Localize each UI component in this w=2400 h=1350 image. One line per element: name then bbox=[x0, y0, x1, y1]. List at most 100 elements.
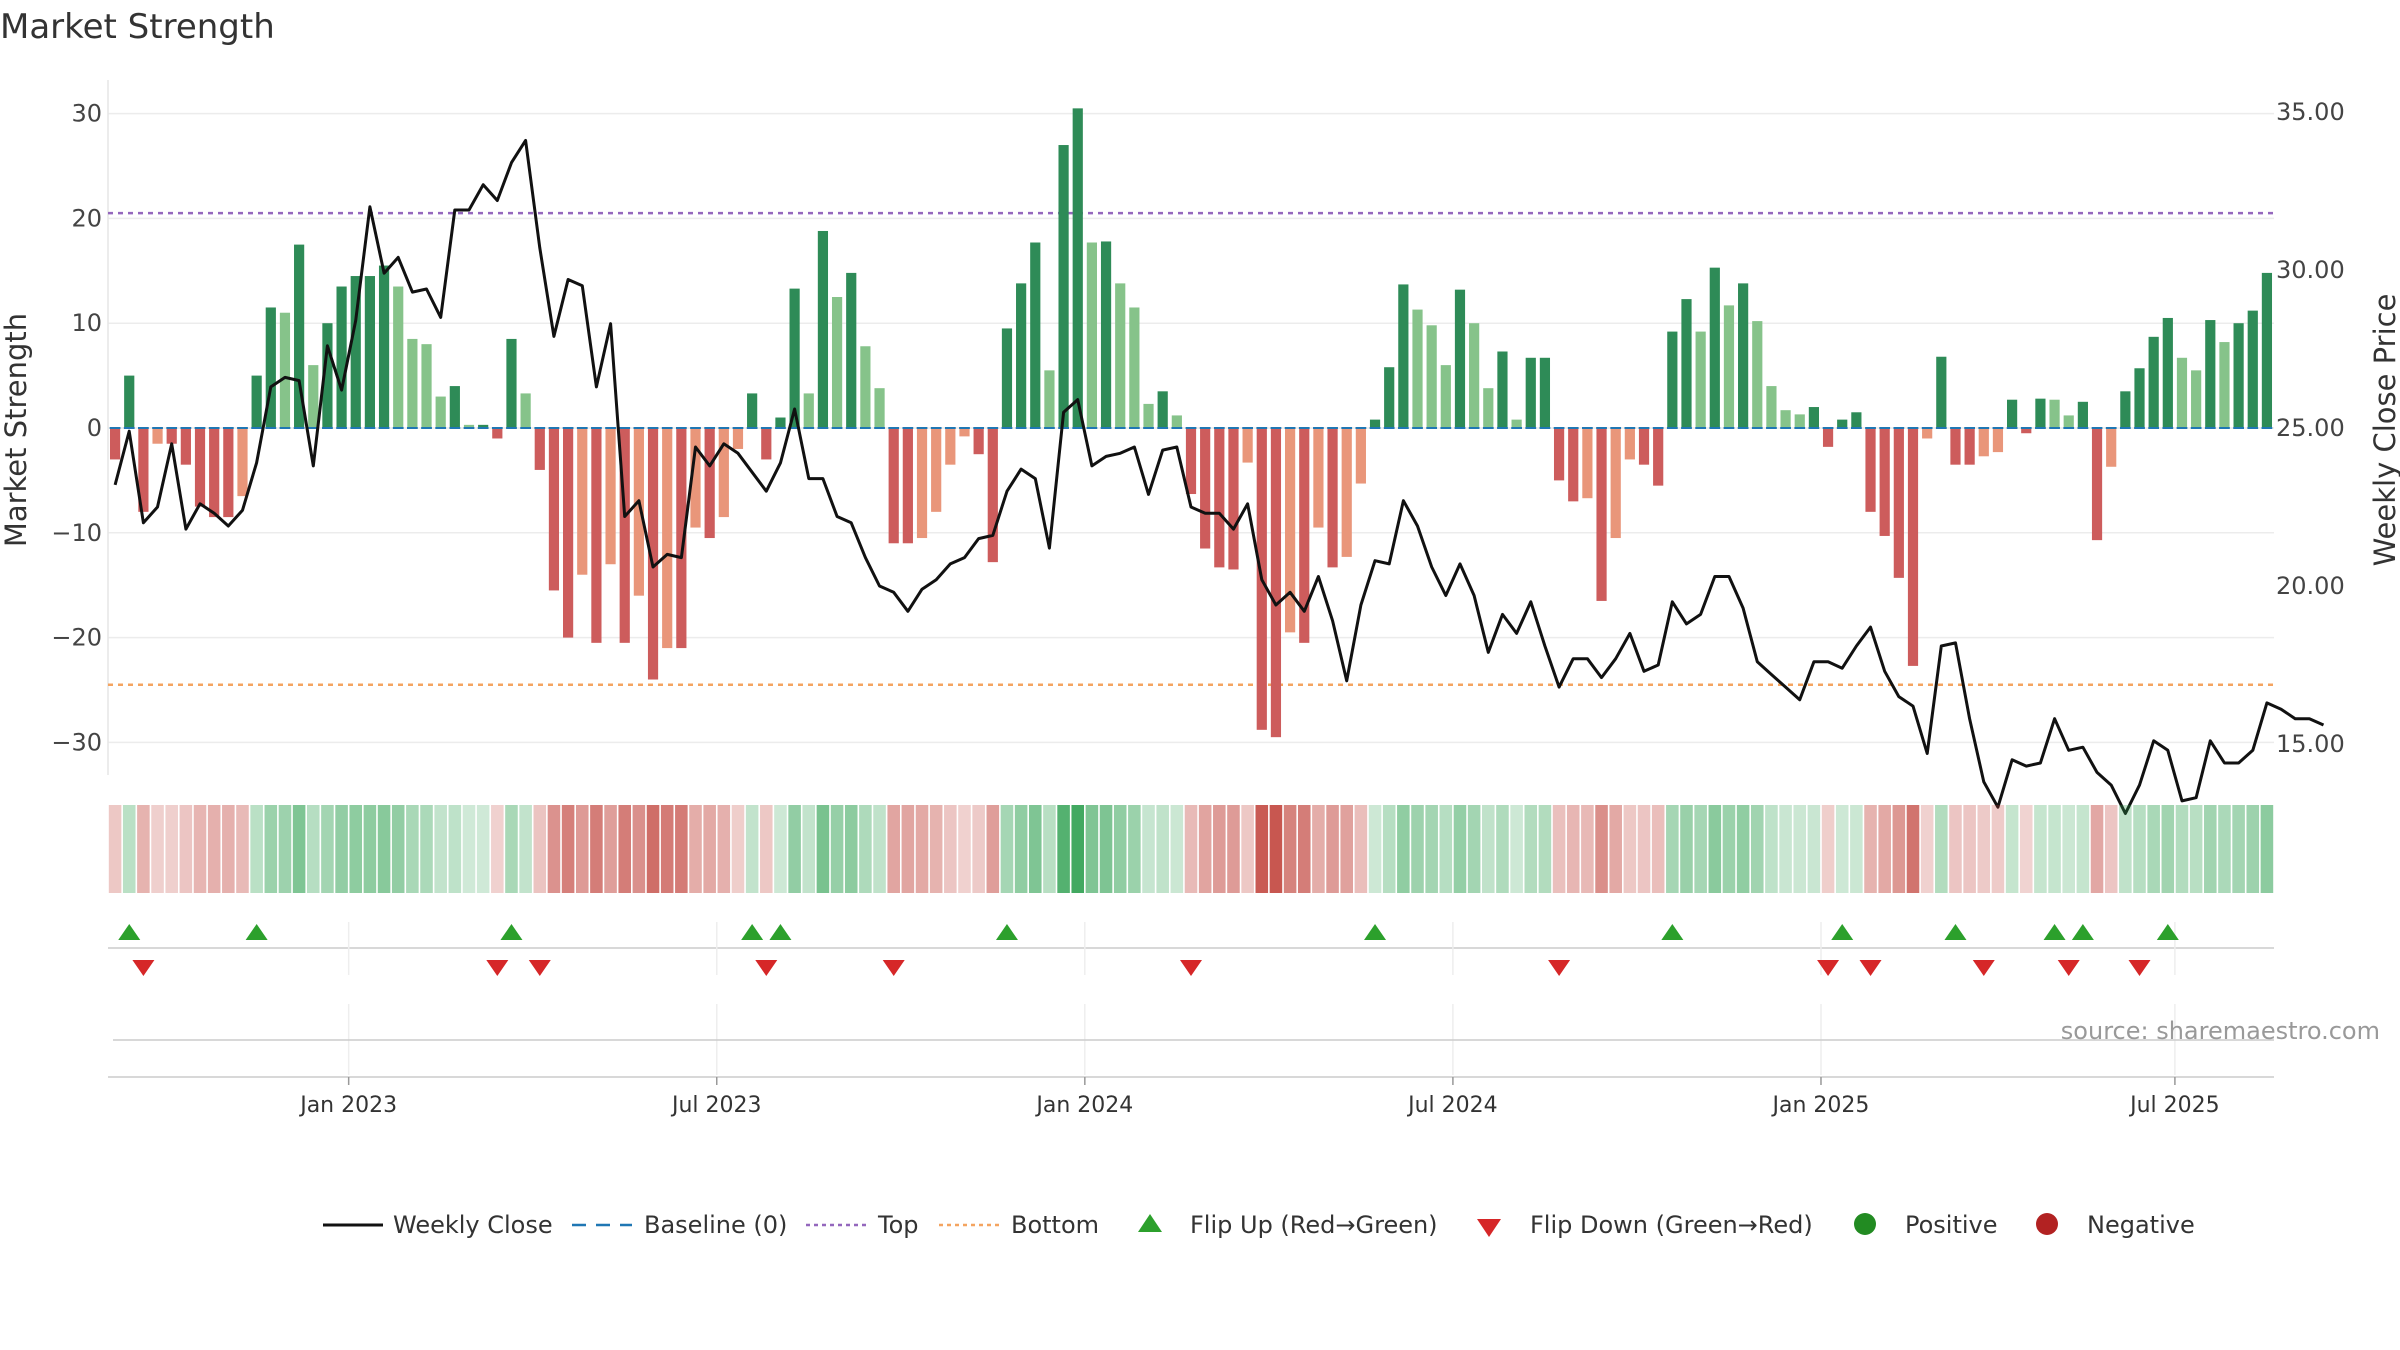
strength-bar bbox=[322, 323, 333, 428]
flip-down-marker bbox=[528, 960, 551, 976]
heat-cell bbox=[1595, 805, 1608, 893]
heat-cell bbox=[788, 805, 801, 893]
heat-cell bbox=[675, 805, 688, 893]
y-tick-label: 20 bbox=[71, 204, 102, 232]
heat-cell bbox=[844, 805, 858, 893]
strength-bar bbox=[563, 428, 574, 638]
strength-bar bbox=[2021, 428, 2032, 434]
strength-bar bbox=[1270, 428, 1282, 738]
source-note: source: sharemaestro.com bbox=[2061, 1017, 2380, 1045]
heat-cell bbox=[1949, 805, 1962, 893]
heat-cell bbox=[1425, 805, 1438, 893]
strength-heat-strip bbox=[108, 805, 2274, 893]
heat-cell bbox=[1892, 805, 1906, 893]
strength-bar bbox=[1780, 410, 1791, 428]
strength-bar bbox=[1341, 428, 1352, 557]
legend-label: Negative bbox=[2087, 1211, 2195, 1239]
heat-cell bbox=[575, 805, 589, 893]
heat-cell bbox=[604, 805, 617, 893]
strength-bar bbox=[364, 276, 375, 428]
strength-bar bbox=[931, 428, 942, 512]
heat-cell bbox=[2034, 805, 2047, 893]
strength-bar bbox=[109, 428, 121, 460]
strength-bar bbox=[1398, 284, 1409, 428]
strength-bar bbox=[378, 265, 390, 428]
strength-bar bbox=[1129, 307, 1140, 428]
heat-cell bbox=[122, 805, 136, 893]
strength-bar bbox=[647, 428, 659, 680]
heat-cell bbox=[533, 805, 547, 893]
heat-cell bbox=[1708, 805, 1722, 893]
strength-bar bbox=[1695, 331, 1706, 428]
flip-up-marker bbox=[741, 924, 764, 940]
heat-cell bbox=[2062, 805, 2076, 893]
strength-bar bbox=[1568, 428, 1579, 502]
heat-cell bbox=[519, 805, 532, 893]
heat-cell bbox=[292, 805, 306, 893]
heat-cell bbox=[1694, 805, 1707, 893]
strength-bar bbox=[463, 424, 475, 428]
strength-bar bbox=[1992, 428, 2004, 453]
strength-bar bbox=[1200, 428, 1211, 549]
heat-cell bbox=[660, 805, 674, 893]
heat-cell bbox=[703, 805, 716, 893]
heat-cell bbox=[1935, 805, 1948, 893]
flip-down-marker bbox=[755, 960, 778, 976]
strength-bar bbox=[1865, 428, 1876, 512]
y-tick-label: 0 bbox=[87, 414, 102, 442]
heat-cell bbox=[1170, 805, 1184, 893]
strength-bar bbox=[138, 428, 149, 512]
y2-tick-label: 15.00 bbox=[2276, 730, 2345, 758]
strength-bar bbox=[435, 396, 446, 428]
strength-bar bbox=[577, 428, 588, 575]
strength-bar bbox=[180, 428, 191, 465]
strength-bar bbox=[2106, 428, 2117, 467]
heat-cell bbox=[1071, 805, 1085, 893]
heat-cell bbox=[1878, 805, 1891, 893]
heat-cell bbox=[2232, 805, 2245, 893]
flip-down-marker bbox=[486, 960, 509, 976]
strength-bar bbox=[1624, 428, 1635, 460]
heat-cell bbox=[1156, 805, 1169, 893]
heat-cell bbox=[972, 805, 985, 893]
strength-bar bbox=[534, 428, 545, 470]
strength-bar bbox=[1469, 323, 1480, 428]
heat-cell bbox=[1255, 805, 1269, 893]
heat-cell bbox=[2246, 805, 2260, 893]
strength-bar bbox=[1001, 328, 1013, 428]
strength-bar bbox=[633, 428, 644, 596]
heat-cell bbox=[1397, 805, 1410, 893]
strength-bar bbox=[874, 388, 885, 428]
strength-bar bbox=[1030, 242, 1041, 428]
legend-label: Positive bbox=[1905, 1211, 1998, 1239]
flip-up-marker bbox=[1364, 924, 1387, 940]
y2-tick-label: 35.00 bbox=[2276, 98, 2345, 126]
heat-cell bbox=[1142, 805, 1155, 893]
strength-bar bbox=[1893, 428, 1904, 578]
heat-cell bbox=[1779, 805, 1792, 893]
strength-bar bbox=[124, 375, 135, 428]
strength-bar bbox=[2261, 272, 2273, 428]
heat-cell bbox=[1807, 805, 1821, 893]
heat-cell bbox=[1850, 805, 1863, 893]
heat-cell bbox=[1241, 805, 1254, 893]
flip-up-marker bbox=[995, 924, 1018, 940]
strength-bar bbox=[1936, 356, 1947, 428]
strength-bar bbox=[1412, 309, 1423, 428]
heat-cell bbox=[802, 805, 816, 893]
heat-cell bbox=[1566, 805, 1580, 893]
strength-bar bbox=[1525, 357, 1536, 428]
heat-cell bbox=[901, 805, 915, 893]
heat-cell bbox=[1411, 805, 1424, 893]
strength-bar bbox=[194, 428, 206, 507]
strength-bar bbox=[1086, 242, 1097, 428]
strength-bar bbox=[308, 365, 319, 428]
strength-bar bbox=[973, 428, 984, 455]
x-tick-label: Jul 2023 bbox=[670, 1093, 762, 1118]
heat-cell bbox=[108, 805, 122, 893]
strength-bar bbox=[888, 428, 899, 544]
strength-bar bbox=[2035, 398, 2046, 428]
heat-cell bbox=[335, 805, 348, 893]
strength-bar bbox=[789, 288, 800, 428]
heat-cell bbox=[944, 805, 957, 893]
